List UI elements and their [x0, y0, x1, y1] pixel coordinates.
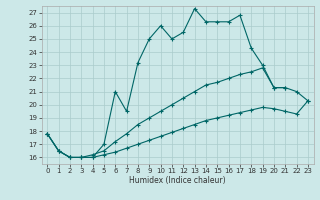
X-axis label: Humidex (Indice chaleur): Humidex (Indice chaleur) — [129, 176, 226, 185]
